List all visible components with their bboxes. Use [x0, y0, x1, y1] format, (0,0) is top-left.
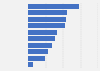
Bar	[28, 43, 52, 48]
Bar	[28, 23, 65, 28]
Bar	[28, 62, 33, 67]
Bar	[28, 36, 55, 41]
Bar	[28, 30, 57, 35]
Bar	[28, 49, 48, 54]
Bar	[28, 10, 67, 15]
Bar	[28, 4, 79, 9]
Bar	[28, 17, 66, 22]
Bar	[28, 56, 45, 61]
